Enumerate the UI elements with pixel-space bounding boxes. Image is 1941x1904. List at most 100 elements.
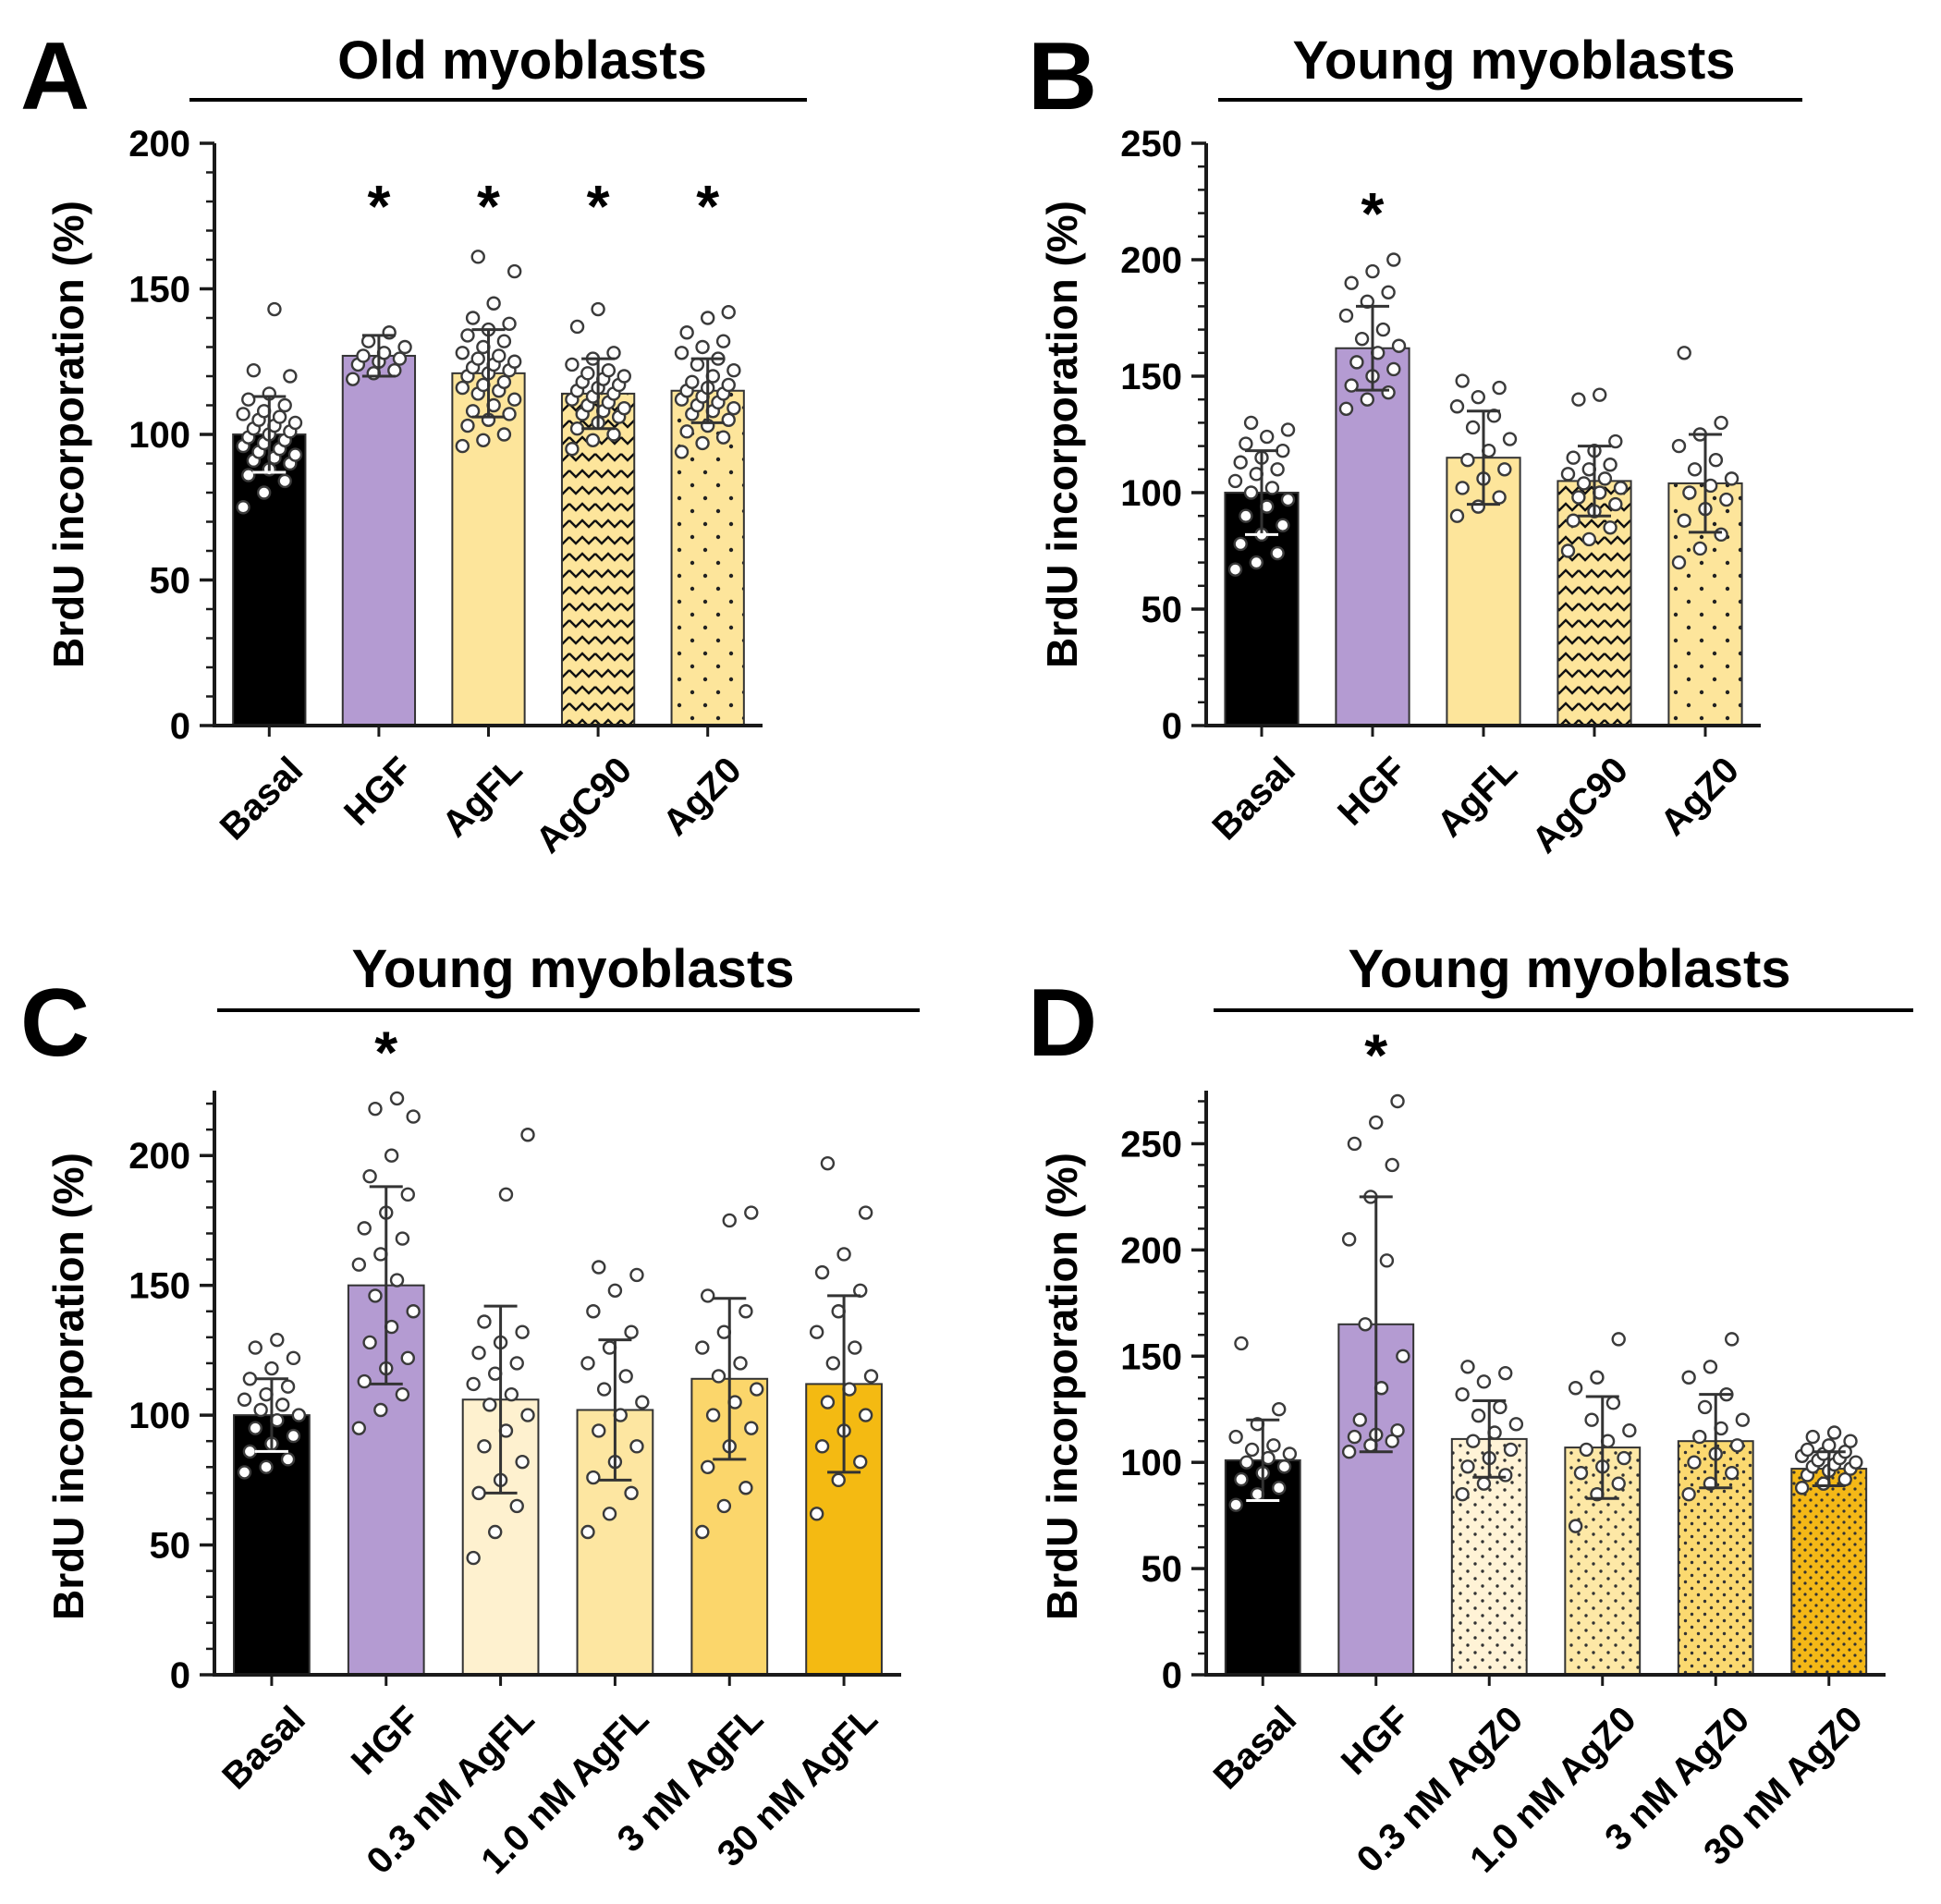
panel-b-data-point <box>1349 355 1364 370</box>
panel-a-data-point <box>685 374 700 389</box>
panel-b-data-point <box>1264 481 1280 495</box>
panel-b-data-point <box>1227 562 1243 577</box>
panel-b-y-tick-label: 150 <box>1120 357 1182 397</box>
panel-d-data-point <box>1498 1468 1513 1483</box>
panel-c-data-point <box>280 1452 296 1467</box>
panel-b-data-point <box>1677 513 1691 528</box>
panel-a-significance-star: * <box>696 173 719 239</box>
panel-c-y-tick-label: 100 <box>128 1396 190 1436</box>
panel-d-data-point <box>1805 1429 1820 1445</box>
panel-c-data-point <box>820 1155 836 1171</box>
panel-c-data-point <box>739 1481 753 1495</box>
panel-c-data-point <box>487 1524 503 1540</box>
panel-c-data-point <box>705 1408 721 1422</box>
panel-d-data-point <box>1822 1438 1837 1453</box>
panel-a-data-point <box>455 438 470 454</box>
panel-a-data-point <box>616 369 631 384</box>
panel-c-data-point <box>520 1128 535 1142</box>
panel-c-data-point <box>237 1465 252 1480</box>
panel-d-data-point <box>1466 1434 1481 1448</box>
panel-a-data-point <box>502 316 517 331</box>
panel-c-data-point <box>477 1314 492 1329</box>
panel-a-data-point <box>507 354 522 369</box>
panel-d-category-label: Basal <box>1206 1699 1305 1798</box>
panel-d-data-point <box>1396 1349 1410 1363</box>
panel-a-y-tick-label: 150 <box>128 270 190 311</box>
panel-c-data-point <box>749 1382 764 1397</box>
panel-a-data-point <box>715 334 731 348</box>
panel-b-data-point <box>1455 373 1470 388</box>
panel-b-data-point <box>1576 476 1592 491</box>
panel-b-data-point <box>1613 481 1629 495</box>
panel-c-data-point <box>814 1264 830 1280</box>
panel-letter-a: A <box>20 23 90 130</box>
panel-a-data-point <box>496 374 512 389</box>
panel-c-data-point <box>384 1148 399 1163</box>
panel-d-title: Young myoblasts <box>1348 939 1790 999</box>
panel-d-y-tick-label: 150 <box>1120 1336 1182 1377</box>
panel-a-data-point <box>387 363 402 378</box>
panel-c-data-point <box>809 1507 824 1521</box>
panel-a-data-point <box>397 339 412 355</box>
panel-a-bar <box>232 433 307 726</box>
panel-b-data-point <box>1566 450 1581 465</box>
panel-d-bar <box>1790 1468 1868 1677</box>
panel-c-data-point <box>520 1408 535 1422</box>
panel-a-data-point <box>283 369 298 384</box>
panel-a-data-point <box>460 328 475 343</box>
panel-c-data-point <box>580 1356 595 1371</box>
panel-d-data-point <box>1272 1481 1287 1495</box>
panel-b-data-point <box>1724 471 1740 486</box>
panel-b-data-point <box>1465 420 1481 435</box>
panel-d-data-point <box>1358 1317 1373 1332</box>
panel-c-data-point <box>264 1361 279 1376</box>
panel-a-significance-star: * <box>367 173 390 239</box>
panel-a-data-point <box>455 346 470 360</box>
panel-b-data-point <box>1492 490 1507 505</box>
panel-d-data-point <box>1843 1434 1858 1448</box>
panel-c-data-point <box>504 1386 519 1402</box>
panel-a-data-point <box>674 445 690 459</box>
panel-a-data-point <box>721 412 736 427</box>
panel-d-data-point <box>1347 1136 1362 1152</box>
panel-b-data-point <box>1471 389 1485 405</box>
panel-d-data-point <box>1471 1408 1486 1423</box>
panel-c-data-point <box>716 1498 732 1514</box>
panel-b-data-point <box>1344 275 1359 290</box>
panel-a-category-label: AgC90 <box>528 750 640 861</box>
panel-a-data-point <box>256 485 272 500</box>
panel-a-data-point <box>679 424 694 439</box>
panel-c-data-point <box>406 1109 421 1124</box>
panel-c-data-point <box>248 1340 262 1355</box>
panel-c-data-point <box>592 1260 606 1275</box>
panel-b-data-point <box>1276 443 1290 458</box>
panel-a-data-point <box>695 435 710 451</box>
panel-d-data-point <box>1455 1386 1470 1402</box>
panel-a-category-label: Basal <box>213 750 311 848</box>
panel-b-data-point <box>1365 263 1380 279</box>
panel-d-data-point <box>1228 1497 1243 1512</box>
panel-a-data-point <box>272 409 287 424</box>
panel-c-category-label: HGF <box>344 1699 428 1783</box>
panel-c-data-point <box>357 1221 372 1236</box>
panel-a-data-point <box>277 397 292 413</box>
panel-a-data-point <box>601 363 616 378</box>
panel-d-data-point <box>1568 1381 1583 1396</box>
panel-d-data-point <box>1341 1232 1357 1247</box>
panel-b-data-point <box>1593 387 1607 402</box>
panel-c-data-point <box>395 1231 410 1246</box>
panel-a-data-point <box>455 380 470 396</box>
panel-b-plot: Basal * HGF AgFL AgC90 AgZ0 0 50 100 150 200 250 <box>1120 124 1761 861</box>
panel-b-data-point <box>1227 473 1243 489</box>
panel-c-data-point <box>744 1205 759 1220</box>
panel-c-data-point <box>509 1356 524 1371</box>
panel-a-data-point <box>726 363 741 378</box>
panel-d-data-point <box>1228 1429 1243 1445</box>
panel-b-data-point <box>1571 490 1586 505</box>
panel-d-data-point <box>1379 1253 1395 1268</box>
panel-d-data-point <box>1234 1336 1249 1351</box>
panel-b-data-point <box>1243 415 1259 431</box>
panel-a-data-point <box>346 372 360 386</box>
